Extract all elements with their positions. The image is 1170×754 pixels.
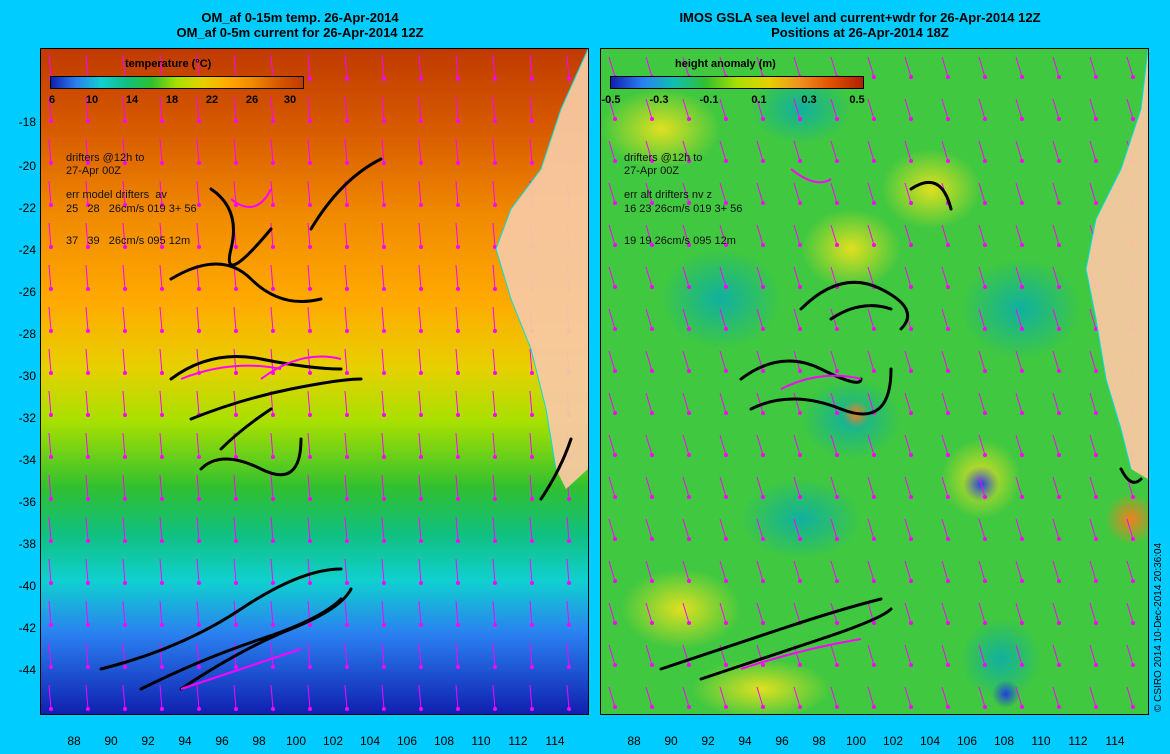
right-cbar-tick: 0.1 xyxy=(751,94,767,106)
x-tick: 98 xyxy=(252,734,266,748)
x-tick: 112 xyxy=(508,734,528,748)
right-annotation-row1: 16 23 26cm/s 019 3+ 56 xyxy=(624,203,743,215)
right-annotation-date: 27-Apr 00Z xyxy=(624,165,680,177)
sea-level-map xyxy=(600,48,1149,715)
x-tick: 90 xyxy=(104,734,118,748)
temperature-colorbar xyxy=(50,76,304,89)
x-tick: 102 xyxy=(322,734,344,748)
right-cbar-tick: 0.3 xyxy=(801,94,817,106)
x-tick: 94 xyxy=(178,734,192,748)
left-cbar-tick: 6 xyxy=(48,94,56,106)
x-tick: 104 xyxy=(919,734,941,748)
x-tick: 114 xyxy=(545,734,565,748)
y-tick: -40 xyxy=(18,579,36,593)
right-cbar-tick: -0.3 xyxy=(649,94,669,106)
y-tick: -18 xyxy=(18,115,36,129)
y-tick: -36 xyxy=(18,495,36,509)
right-title-line1: IMOS GSLA sea level and current+wdr for … xyxy=(679,10,1041,25)
y-tick: -44 xyxy=(18,663,36,677)
x-tick: 90 xyxy=(664,734,678,748)
y-tick: -38 xyxy=(18,537,36,551)
y-tick: -28 xyxy=(18,327,36,341)
x-tick: 114 xyxy=(1105,734,1125,748)
left-annotation-row2: 37 39 26cm/s 095 12m xyxy=(66,235,191,247)
x-tick: 88 xyxy=(627,734,641,748)
y-tick: -22 xyxy=(18,201,36,215)
left-cbar-tick: 14 xyxy=(125,94,139,106)
sea-level-map-canvas xyxy=(601,49,1148,714)
x-tick: 94 xyxy=(738,734,752,748)
y-tick: -24 xyxy=(18,243,36,257)
left-annotation-row1: 25 28 26cm/s 019 3+ 56 xyxy=(66,203,197,215)
left-annotation-drifters: drifters @12h to xyxy=(66,152,145,164)
right-title: IMOS GSLA sea level and current+wdr for … xyxy=(600,10,1120,40)
x-tick: 110 xyxy=(471,734,491,748)
left-cbar-tick: 10 xyxy=(85,94,99,106)
right-annotation-drifters: drifters @12h to xyxy=(624,152,703,164)
x-tick: 96 xyxy=(775,734,789,748)
left-title: OM_af 0-15m temp. 26-Apr-2014 OM_af 0-5m… xyxy=(40,10,560,40)
left-annotation-date: 27-Apr 00Z xyxy=(66,165,122,177)
x-tick: 104 xyxy=(359,734,381,748)
y-tick: -30 xyxy=(18,369,36,383)
x-tick: 106 xyxy=(956,734,978,748)
left-annotation-err-header: err model drifters av xyxy=(66,189,167,201)
right-colorbar-title: height anomaly (m) xyxy=(675,58,776,70)
right-cbar-tick: -0.5 xyxy=(601,94,621,106)
right-annotation-row2: 19 19 26cm/s 095 12m xyxy=(624,235,736,247)
x-tick: 100 xyxy=(845,734,867,748)
y-tick: -32 xyxy=(18,411,36,425)
left-cbar-tick: 18 xyxy=(165,94,179,106)
x-tick: 92 xyxy=(701,734,715,748)
temperature-map xyxy=(40,48,589,715)
x-tick: 96 xyxy=(215,734,229,748)
temperature-map-canvas xyxy=(41,49,588,714)
right-cbar-tick: 0.5 xyxy=(849,94,865,106)
left-title-line2: OM_af 0-5m current for 26-Apr-2014 12Z xyxy=(176,25,424,40)
x-tick: 106 xyxy=(396,734,418,748)
x-tick: 100 xyxy=(285,734,307,748)
x-tick: 108 xyxy=(993,734,1015,748)
y-tick: -26 xyxy=(18,285,36,299)
x-tick: 92 xyxy=(141,734,155,748)
left-cbar-tick: 26 xyxy=(245,94,259,106)
x-tick: 88 xyxy=(67,734,81,748)
x-tick: 98 xyxy=(812,734,826,748)
y-tick: -20 xyxy=(18,159,36,173)
x-tick: 102 xyxy=(882,734,904,748)
right-cbar-tick: -0.1 xyxy=(699,94,719,106)
left-cbar-tick: 22 xyxy=(205,94,219,106)
right-title-line2: Positions at 26-Apr-2014 18Z xyxy=(771,25,949,40)
height-anomaly-colorbar xyxy=(610,76,864,89)
copyright-credit: © CSIRO 2014 10-Dec-2014 20:36:04 xyxy=(1153,542,1164,712)
y-tick: -42 xyxy=(18,621,36,635)
x-tick: 108 xyxy=(433,734,455,748)
x-tick: 112 xyxy=(1068,734,1088,748)
left-colorbar-title: temperature (°C) xyxy=(125,58,212,70)
left-cbar-tick: 30 xyxy=(283,94,297,106)
x-tick: 110 xyxy=(1031,734,1051,748)
y-tick: -34 xyxy=(18,453,36,467)
right-annotation-err-header: err alt drifters nv z xyxy=(624,189,713,201)
left-title-line1: OM_af 0-15m temp. 26-Apr-2014 xyxy=(201,10,399,25)
